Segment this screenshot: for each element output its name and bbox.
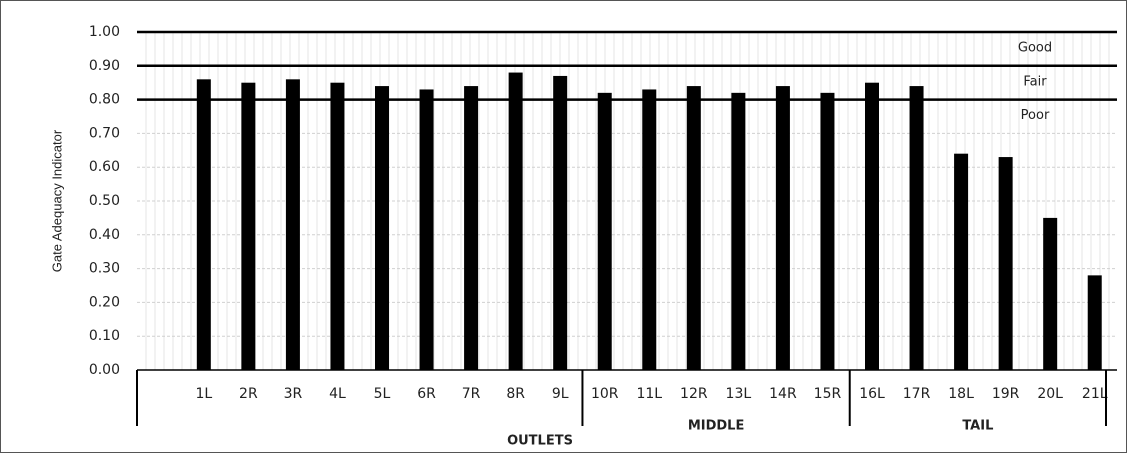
x-axis-label: OUTLETS (507, 434, 573, 449)
x-tick-label: 14R (769, 386, 797, 402)
zone-label: Poor (1021, 108, 1050, 123)
y-tick-label: 0.70 (89, 125, 120, 141)
bar (686, 86, 701, 370)
x-tick-label: 5L (374, 386, 391, 402)
x-tick-label: 3R (284, 386, 303, 402)
x-tick-label: 4L (329, 386, 346, 402)
bar (642, 89, 657, 371)
bar (419, 89, 434, 371)
group-label: MIDDLE (688, 419, 745, 434)
bar (1087, 275, 1102, 370)
group-label: TAIL (962, 419, 993, 434)
x-tick-label: 17R (903, 386, 931, 402)
x-tick-label: 19R (992, 386, 1020, 402)
bar (775, 86, 790, 370)
y-tick-label: 0.30 (89, 261, 120, 277)
x-tick-label: 20L (1037, 386, 1063, 402)
y-tick-label: 1.00 (89, 24, 120, 40)
bar (375, 86, 389, 370)
x-tick-label: 2R (239, 386, 258, 402)
zone-label: Good (1018, 41, 1052, 56)
x-tick-label: 13L (726, 386, 752, 402)
bar (909, 86, 924, 370)
x-tick-label: 21L (1082, 386, 1108, 402)
bar (731, 92, 746, 370)
bar (196, 79, 211, 370)
y-axis-label: Gate Adequacy Indicator (49, 129, 64, 272)
x-tick-label: 10R (591, 386, 619, 402)
bar (553, 75, 568, 370)
y-tick-label: 0.00 (89, 362, 120, 378)
x-tick-label: 11L (636, 386, 662, 402)
bar (464, 86, 479, 370)
y-tick-label: 0.60 (89, 159, 120, 175)
y-tick-label: 0.90 (89, 58, 120, 74)
bar (998, 157, 1013, 370)
x-tick-label: 12R (680, 386, 708, 402)
x-tick-label: 9L (552, 386, 569, 402)
bar (597, 92, 612, 370)
zone-label: Fair (1023, 74, 1047, 89)
y-tick-label: 0.20 (89, 294, 120, 310)
x-tick-label: 18L (948, 386, 974, 402)
bar (954, 153, 969, 370)
y-tick-label: 0.80 (89, 92, 120, 108)
bar (1043, 217, 1058, 370)
y-tick-label: 0.40 (89, 227, 120, 243)
bar (865, 82, 879, 370)
x-tick-label: 8R (506, 386, 525, 402)
x-tick-label: 15R (814, 386, 842, 402)
bar (330, 82, 345, 370)
bar (820, 92, 835, 370)
y-tick-label: 0.50 (89, 193, 120, 209)
y-tick-label: 0.10 (89, 328, 120, 344)
bar (285, 79, 300, 370)
x-tick-label: 6R (417, 386, 436, 402)
bar (241, 82, 256, 370)
x-tick-label: 1L (195, 386, 212, 402)
x-tick-label: 7R (462, 386, 481, 402)
bar (508, 72, 523, 370)
x-tick-label: 16L (859, 386, 885, 402)
